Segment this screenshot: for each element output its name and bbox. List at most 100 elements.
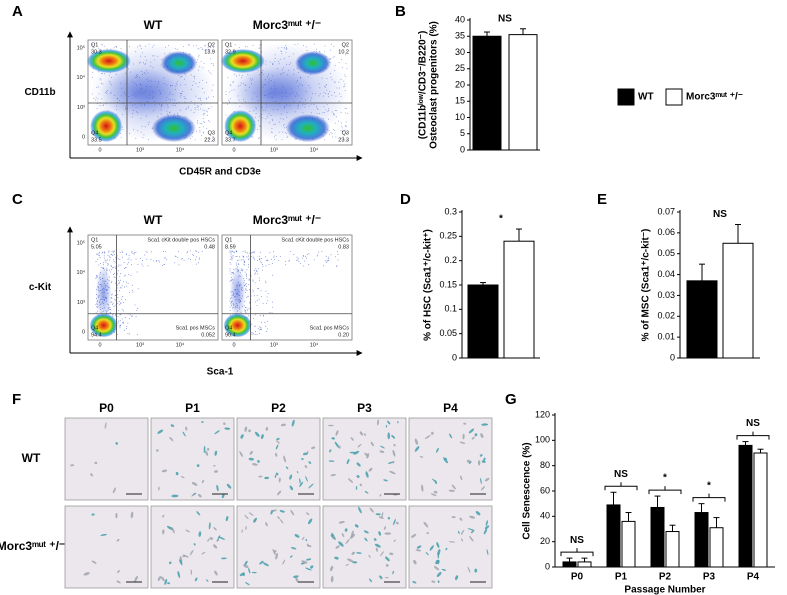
event-dot (209, 71, 211, 73)
event-dot (310, 112, 312, 114)
event-dot (118, 281, 120, 283)
event-dot (327, 110, 329, 112)
cell (299, 478, 301, 484)
column-label: P3 (357, 401, 372, 415)
event-dot (150, 61, 152, 63)
event-dot (162, 265, 164, 267)
event-dot (324, 85, 326, 87)
event-dot (229, 309, 231, 311)
x-tick-label: 10³ (136, 147, 144, 153)
event-dot (287, 135, 289, 137)
event-dot (229, 306, 231, 308)
cell (334, 441, 340, 448)
event-dot (157, 55, 159, 57)
event-dot (285, 44, 287, 46)
cell (117, 570, 120, 574)
quadrant-value: 94.4 (91, 332, 102, 338)
cell (214, 570, 218, 576)
y-tick-label: 20 (540, 536, 550, 546)
cell (169, 561, 172, 565)
quadrant-name: Q4 (225, 325, 232, 331)
event-dot (294, 43, 296, 45)
event-dot (328, 118, 330, 120)
event-dot (249, 288, 251, 290)
event-dot (334, 129, 336, 131)
micrograph (408, 505, 493, 589)
event-dot (254, 330, 256, 332)
event-dot (337, 253, 339, 255)
cell (248, 429, 251, 433)
event-dot (323, 265, 325, 267)
cell (116, 580, 121, 584)
event-dot (260, 327, 262, 329)
event-dot (174, 47, 176, 49)
event-dot (288, 260, 290, 262)
error-bar (516, 228, 522, 242)
event-dot (340, 95, 342, 97)
event-dot (176, 48, 178, 50)
event-dot (269, 252, 271, 254)
event-dot (267, 293, 269, 295)
event-dot (100, 43, 102, 45)
event-dot (245, 288, 247, 290)
annotation: NS (570, 535, 584, 546)
cell (392, 460, 395, 464)
event-dot (326, 78, 328, 80)
event-dot (252, 136, 254, 138)
event-dot (229, 101, 231, 103)
cell (368, 554, 371, 558)
row-label: Morc3ᵐᵘᵗ ⁺/⁻ (0, 539, 65, 553)
cell (274, 474, 277, 479)
event-dot (346, 132, 348, 134)
bar (562, 561, 577, 568)
event-dot (111, 293, 113, 295)
cell (350, 437, 354, 441)
cell (410, 533, 417, 538)
event-dot (110, 266, 112, 268)
event-dot (253, 257, 255, 259)
cell (455, 575, 459, 581)
y-tick-label: 120 (535, 409, 550, 419)
event-dot (128, 318, 130, 320)
event-dot (97, 98, 99, 100)
cell (307, 450, 309, 454)
event-dot (270, 258, 272, 260)
event-dot (285, 264, 287, 266)
error-bar (654, 495, 661, 508)
event-dot (342, 130, 344, 132)
cell (484, 477, 490, 482)
event-dot (198, 69, 200, 71)
event-dot (96, 86, 98, 88)
event-dot (120, 279, 122, 281)
event-dot (271, 301, 273, 303)
event-dot (272, 119, 274, 121)
cell (385, 424, 388, 428)
cell (243, 564, 249, 568)
event-dot (243, 260, 245, 262)
cell (190, 569, 193, 575)
event-dot (153, 55, 155, 57)
quadrant-name: Q4 (225, 130, 232, 136)
event-dot (213, 64, 215, 66)
event-dot (113, 273, 115, 275)
cell (158, 486, 160, 491)
event-dot (255, 269, 257, 271)
cell (430, 493, 437, 497)
event-dot (258, 267, 260, 269)
event-dot (344, 54, 346, 56)
event-dot (238, 264, 240, 266)
cell (291, 419, 295, 427)
column-label: P1 (185, 401, 200, 415)
event-dot (259, 326, 261, 328)
micrograph (408, 417, 493, 501)
event-dot (183, 259, 185, 261)
cell (162, 529, 165, 535)
event-dot (345, 107, 347, 109)
event-dot (163, 263, 165, 265)
cell (426, 532, 430, 535)
cell (436, 571, 442, 578)
cell (213, 470, 218, 473)
event-dot (271, 118, 273, 120)
event-dot (92, 47, 94, 49)
event-dot (316, 105, 318, 107)
